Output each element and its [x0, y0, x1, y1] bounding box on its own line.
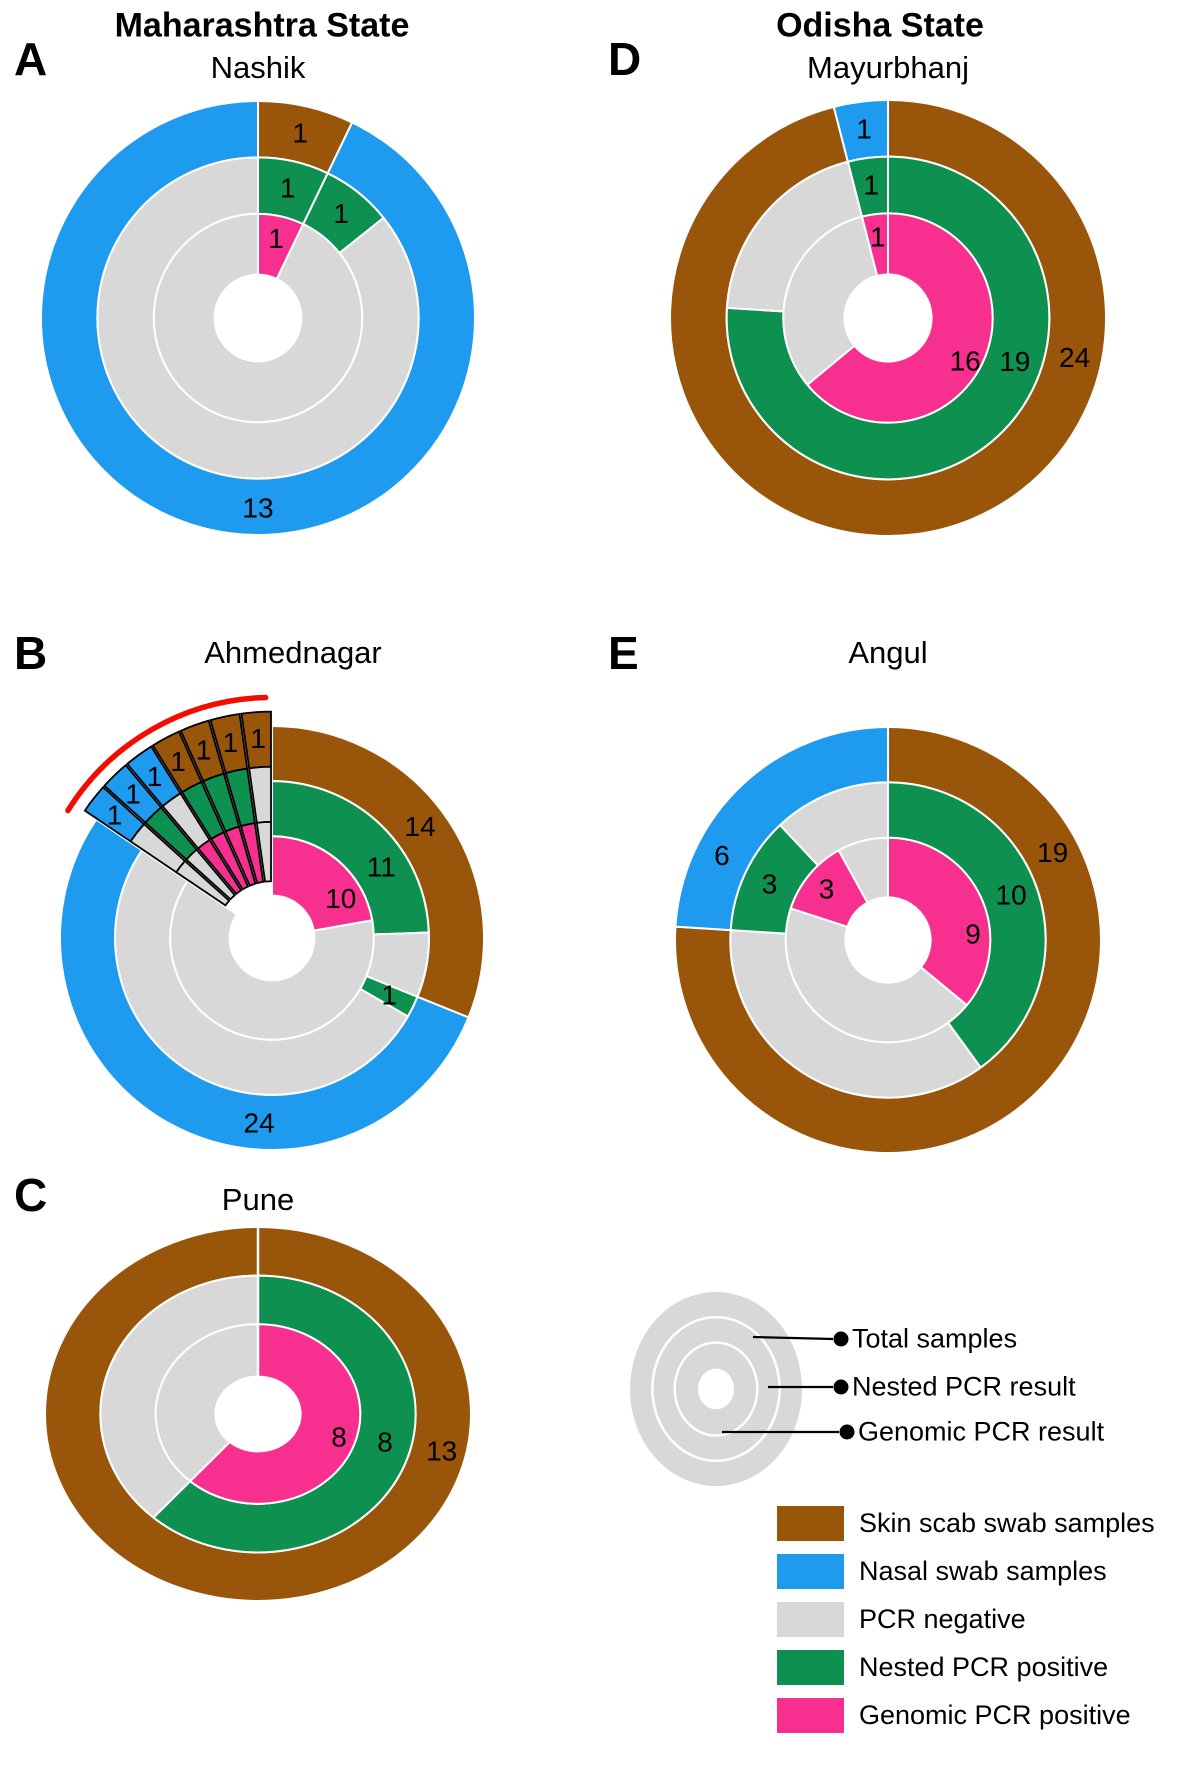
B-exploded-unit — [209, 712, 265, 885]
column-header-odisha: Odisha State — [776, 6, 984, 45]
D-segment-label: 24 — [1059, 342, 1090, 373]
legend-swatch-skin — [777, 1506, 844, 1541]
C-segment-label: 8 — [377, 1426, 393, 1457]
B-genomic_pcr-negative-segment — [169, 879, 375, 1041]
legend-swatch-label: PCR negative — [859, 1604, 1026, 1634]
legend-swatch-row: Skin scab swab samples — [777, 1506, 1155, 1541]
D-genomic_pcr-negative-segment — [782, 215, 879, 387]
legend-callout-total-samples: Total samples — [852, 1323, 1018, 1354]
legend-callout-dot — [833, 1331, 849, 1347]
B-exploded-unit — [151, 730, 250, 891]
B-exploded-unit — [83, 785, 231, 907]
district-title-ahmednagar: Ahmednagar — [204, 635, 382, 670]
D-segment-label: 16 — [950, 345, 981, 376]
B-exploded-genomic_pcr-segment — [255, 820, 272, 883]
A-segment-label: 1 — [268, 223, 284, 254]
B-segment-label: 1 — [170, 746, 186, 777]
legend-swatch-row: Genomic PCR positive — [777, 1698, 1131, 1733]
legend-swatch-row: PCR negative — [777, 1602, 1026, 1637]
B-segment-label: 10 — [325, 883, 356, 914]
district-title-pune: Pune — [221, 1182, 295, 1217]
E-segment-label: 6 — [714, 840, 730, 871]
B-segment-label: 1 — [381, 980, 397, 1011]
B-genomic_pcr-genomic-segment — [271, 835, 374, 932]
E-segment-label: 19 — [1037, 837, 1068, 868]
B-exploded-genomic_pcr-segment — [210, 831, 250, 891]
legend-swatch-label: Nasal swab samples — [859, 1556, 1107, 1586]
column-header-maharashtra: Maharashtra State — [114, 6, 410, 45]
legend-swatch-nested — [777, 1650, 844, 1685]
B-exploded-genomic_pcr-segment — [196, 838, 243, 896]
D-segment-label: 1 — [863, 170, 879, 201]
C-segment-label: 13 — [426, 1436, 457, 1467]
B-segment-label: 14 — [405, 811, 436, 842]
B-exploded-genomic_pcr-segment — [224, 825, 257, 887]
B-exploded-unit — [179, 719, 257, 887]
legend-swatch-label: Genomic PCR positive — [859, 1700, 1131, 1730]
E-segment-label: 10 — [996, 880, 1027, 911]
B-segment-label: 1 — [223, 727, 239, 758]
E-segment-label: 9 — [965, 919, 981, 950]
panel-letter-b: B — [14, 627, 48, 679]
A-segment-label: 1 — [293, 117, 309, 148]
A-segment-label: 1 — [333, 198, 349, 229]
legend-swatch-negative — [777, 1602, 844, 1637]
panel-letter-e: E — [608, 627, 639, 679]
legend-ring-hole — [697, 1368, 735, 1410]
legend-swatch-row: Nasal swab samples — [777, 1554, 1107, 1589]
A-segment-label: 1 — [280, 172, 296, 203]
B-exploded-genomic_pcr-segment — [185, 848, 237, 901]
D-genomic_pcr-genomic-segment — [860, 212, 889, 277]
panel-letter-d: D — [608, 33, 642, 85]
legend-callout-nested-pcr: Nested PCR result — [852, 1371, 1076, 1402]
B-exploded-unit — [103, 763, 237, 901]
B-segment-label: 1 — [147, 761, 163, 792]
E-genomic_pcr-negative-segment — [837, 836, 889, 905]
legend-ring-separator — [651, 1315, 781, 1463]
E-segment-label: 3 — [762, 869, 778, 900]
B-exploded-unit — [240, 710, 272, 883]
D-genomic_pcr-genomic-segment — [805, 212, 994, 424]
A-genomic_pcr-negative-segment — [152, 212, 364, 424]
D-segment-label: 19 — [999, 346, 1030, 377]
legend-callout-line — [752, 1335, 834, 1341]
district-title-nashik: Nashik — [210, 50, 306, 85]
legend-swatch-label: Nested PCR positive — [859, 1652, 1109, 1682]
C-genomic_pcr-negative-segment — [154, 1323, 259, 1483]
B-exploded-unit — [125, 745, 243, 896]
legend-swatch-row: Nested PCR positive — [777, 1650, 1108, 1685]
legend-swatch-genomic — [777, 1698, 844, 1733]
highlight-arc — [65, 694, 269, 814]
district-title-angul: Angul — [848, 635, 928, 670]
legend-callout-genomic-pcr: Genomic PCR result — [858, 1416, 1105, 1447]
B-exploded-genomic_pcr-segment — [239, 822, 265, 885]
B-exploded-genomic_pcr-segment — [175, 859, 231, 907]
legend-callout-dot — [839, 1424, 855, 1440]
B-segment-label: 1 — [107, 799, 123, 830]
legend-callout-dot — [833, 1379, 849, 1395]
panel-letter-c: C — [14, 1169, 48, 1221]
E-genomic_pcr-genomic-segment — [887, 836, 992, 1007]
B-segment-label: 1 — [196, 735, 212, 766]
C-genomic_pcr-genomic-segment — [188, 1323, 362, 1505]
panel-letter-a: A — [14, 33, 48, 85]
B-segment-label: 11 — [367, 852, 396, 883]
legend-swatch-nasal — [777, 1554, 844, 1589]
legend-swatch-label: Skin scab swab samples — [859, 1508, 1155, 1538]
legend-ring-separator — [673, 1341, 759, 1437]
B-segment-label: 1 — [250, 723, 266, 754]
E-genomic_pcr-negative-segment — [784, 907, 969, 1044]
district-title-mayurbhanj: Mayurbhanj — [807, 50, 969, 85]
D-segment-label: 1 — [856, 113, 872, 144]
E-segment-label: 3 — [819, 874, 835, 905]
B-segment-label: 1 — [125, 779, 141, 810]
C-segment-label: 8 — [331, 1422, 347, 1453]
B-segment-label: 24 — [244, 1108, 275, 1139]
D-segment-label: 1 — [870, 221, 886, 252]
A-segment-label: 13 — [242, 492, 273, 523]
